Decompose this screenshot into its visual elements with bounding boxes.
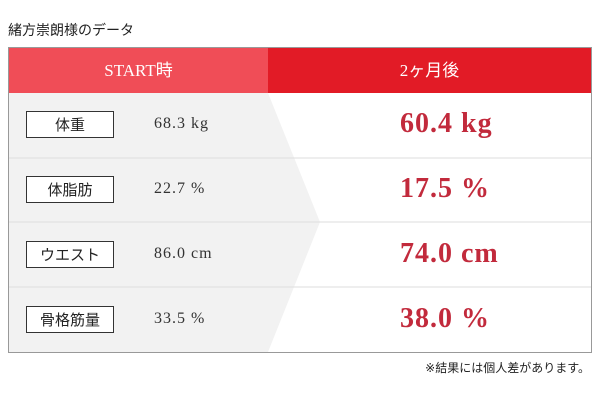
start-value: 22.7 % xyxy=(154,180,206,198)
start-value: 86.0 cm xyxy=(154,244,213,262)
metric-label: 体脂肪 xyxy=(26,176,114,204)
metric-label: ウエスト xyxy=(26,240,114,268)
after-value: 60.4 kg xyxy=(400,108,493,140)
metric-label: 骨格筋量 xyxy=(26,305,114,333)
disclaimer: ※結果には個人差があります。 xyxy=(425,361,590,375)
start-value: 68.3 kg xyxy=(154,115,209,133)
start-header: START時 xyxy=(104,61,173,80)
after-header: 2ヶ月後 xyxy=(399,61,460,80)
start-header-bg xyxy=(9,48,268,93)
after-value: 38.0 % xyxy=(400,302,490,334)
after-header-bg xyxy=(268,48,591,93)
title: 緒方崇朗様のデータ xyxy=(8,23,134,39)
start-value: 33.5 % xyxy=(154,309,206,327)
metric-label: 体重 xyxy=(26,111,114,139)
after-value: 74.0 cm xyxy=(400,237,499,269)
after-value: 17.5 % xyxy=(400,173,490,205)
